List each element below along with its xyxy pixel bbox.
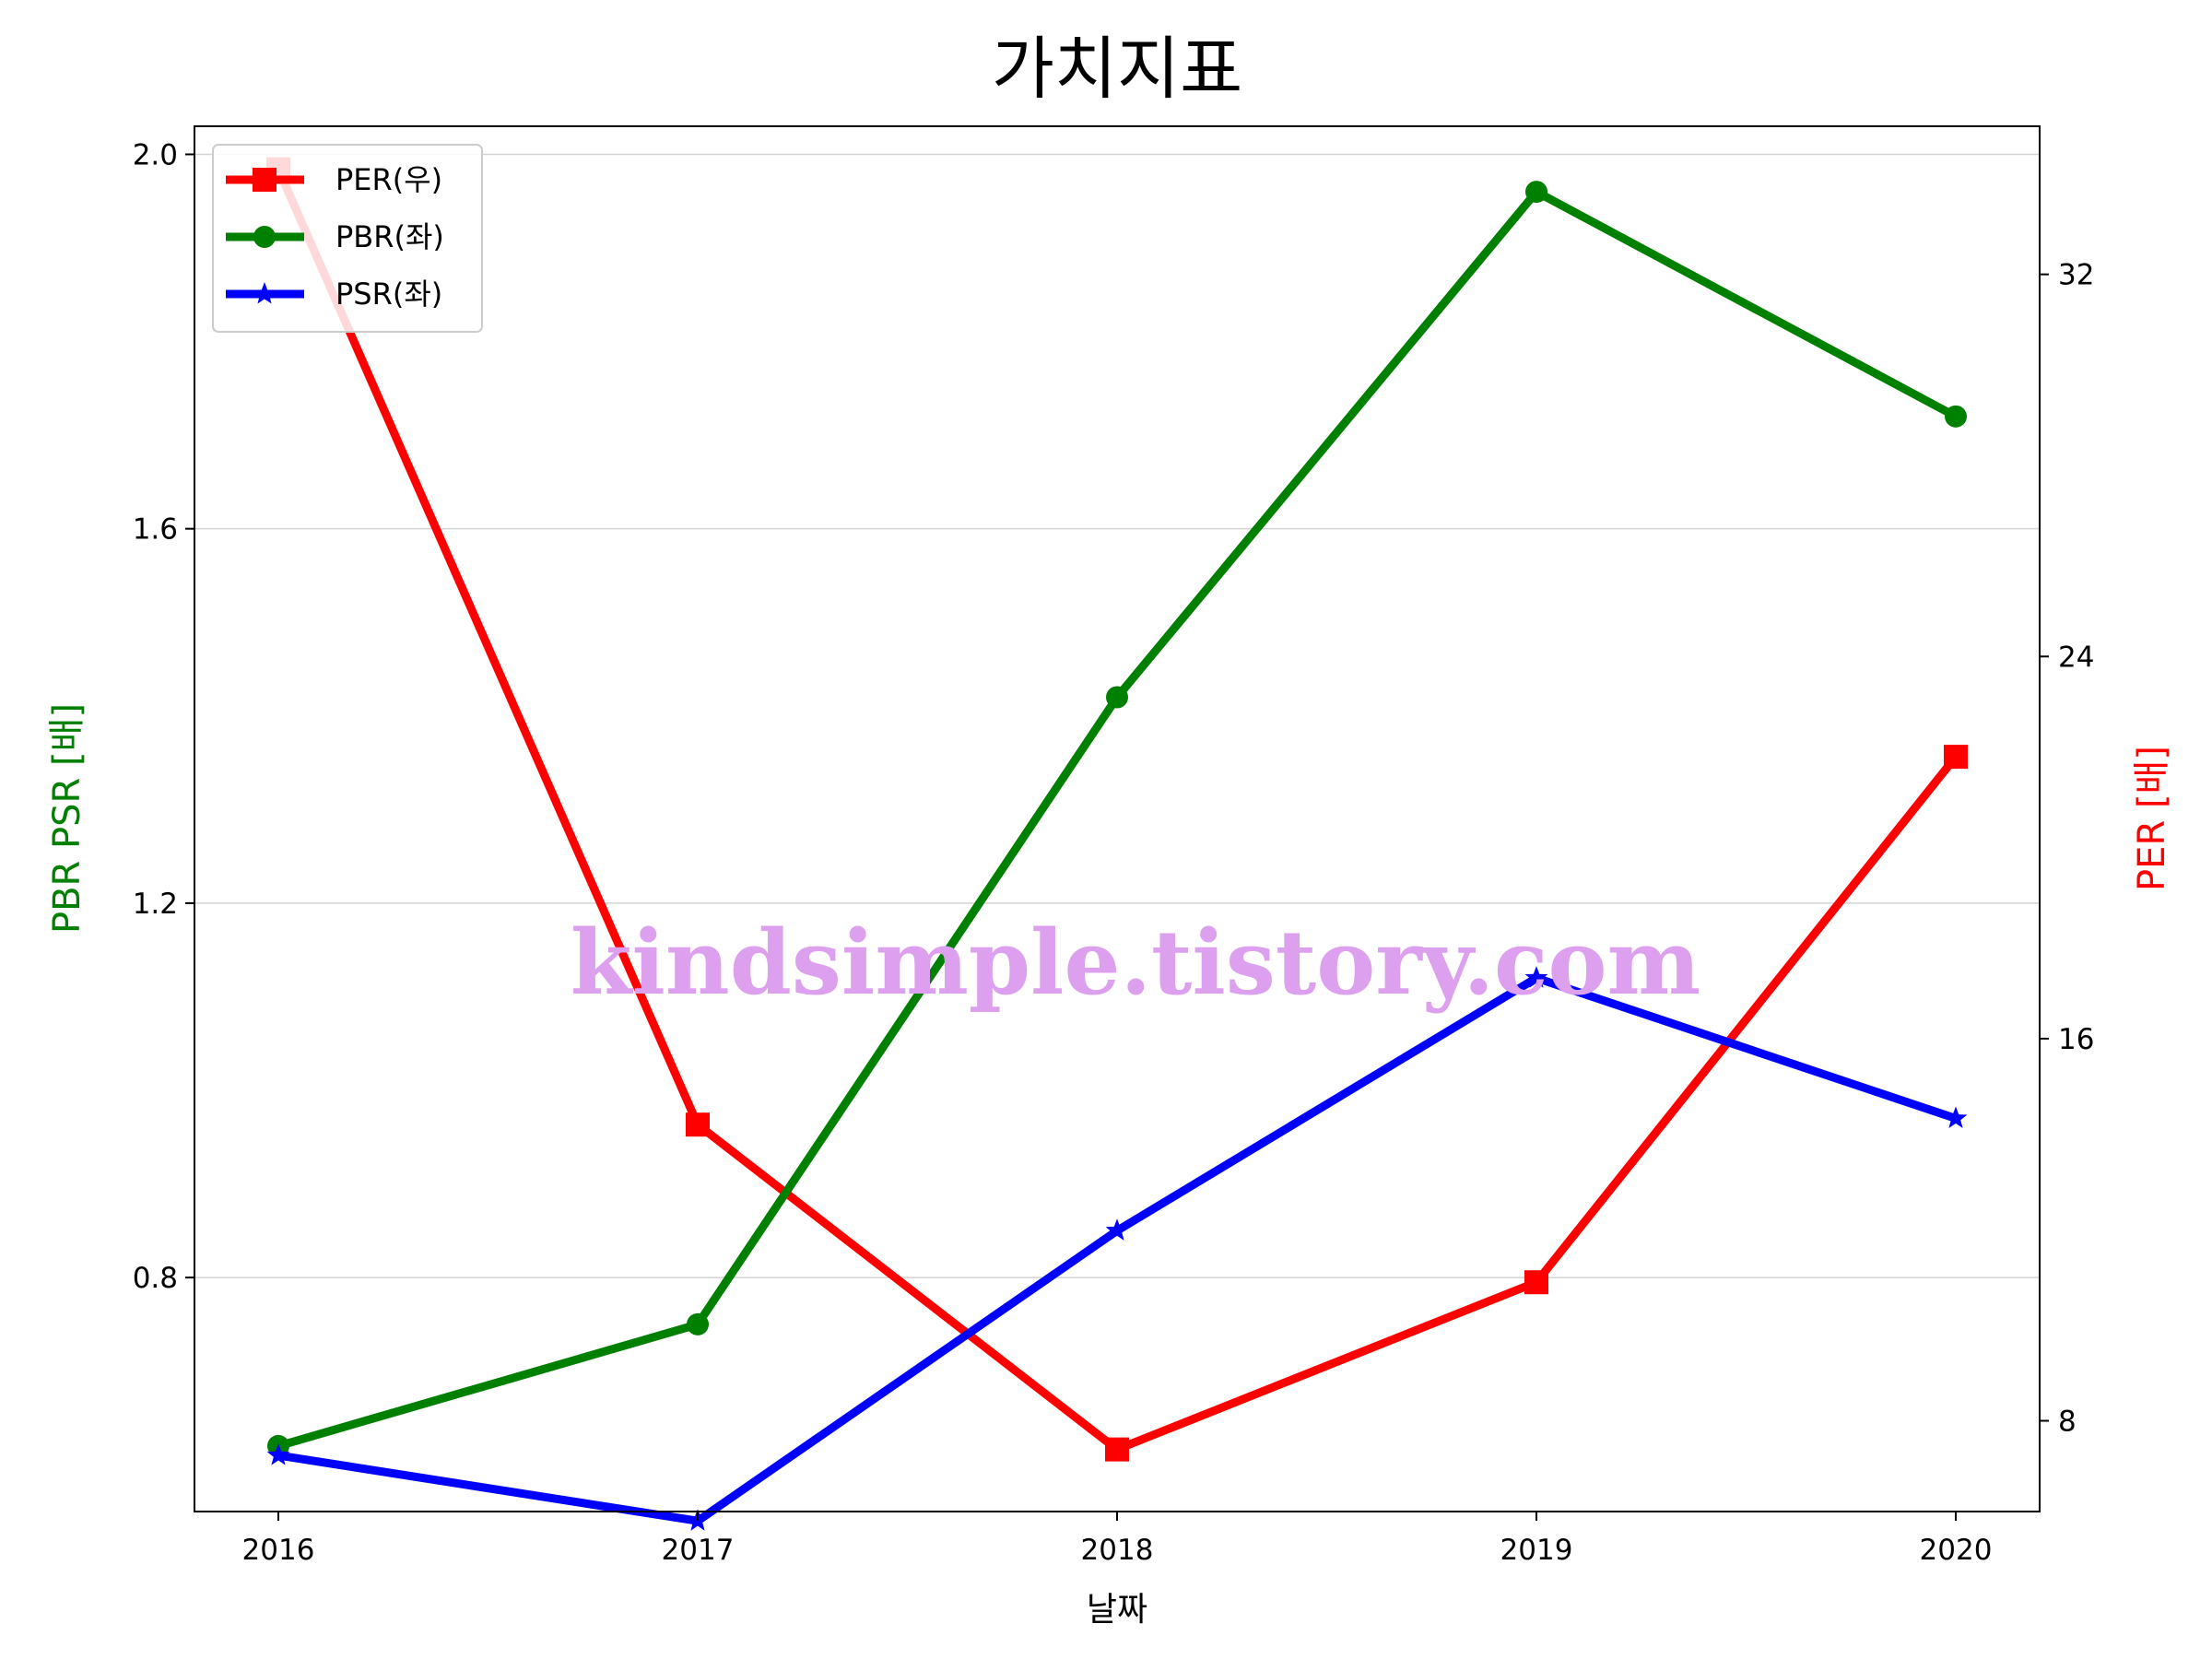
y-left-tick-label: 1.6: [133, 513, 178, 547]
watermark-text: kindsimple.tistory.com: [571, 911, 1700, 1015]
grid-lines: [194, 153, 2040, 1278]
y-right-tick-label: 32: [2058, 259, 2094, 292]
data-point-circle: [253, 226, 276, 248]
legend-item: PER(우): [226, 162, 442, 197]
data-point-circle: [1945, 405, 1967, 428]
legend-item: PBR(좌): [226, 219, 444, 254]
y-left-tick-label: 0.8: [133, 1262, 178, 1295]
legend-box: [212, 144, 483, 333]
legend-label: PBR(좌): [335, 219, 444, 254]
x-tick-label: 2020: [1920, 1534, 1993, 1567]
series-PBR(좌): [267, 181, 1967, 1457]
data-point-circle: [1525, 181, 1547, 204]
data-point-square: [1944, 745, 1968, 770]
data-point-circle: [1106, 686, 1128, 709]
y-right-tick-label: 16: [2058, 1023, 2094, 1056]
data-point-star: [1105, 1218, 1129, 1241]
data-point-square: [1105, 1437, 1129, 1462]
legend-item: PSR(좌): [226, 276, 442, 312]
y-axis-right-label: PER [배]: [2131, 746, 2173, 891]
data-point-star: [253, 282, 276, 304]
data-point-star: [1524, 966, 1548, 988]
series-PER(우): [266, 157, 1968, 1462]
data-point-star: [1944, 1106, 1968, 1128]
y-right-tick-label: 8: [2058, 1406, 2077, 1439]
series-lines: [266, 157, 1968, 1531]
y-left-tick-label: 2.0: [133, 138, 178, 171]
x-tick-label: 2019: [1500, 1534, 1573, 1567]
y-left-tick-label: 1.2: [133, 888, 178, 921]
chart-title: 가치지표: [992, 29, 1242, 109]
x-tick-label: 2017: [662, 1534, 735, 1567]
data-point-circle: [687, 1312, 709, 1335]
legend-label: PSR(좌): [335, 276, 442, 312]
axes: 0.8 1.2 1.6 2.0 8 16 24 32 2016 2017 2018 2019 2020: [133, 138, 2095, 1567]
x-tick-label: 2018: [1081, 1534, 1154, 1567]
data-point-square: [253, 168, 276, 192]
data-point-star: [266, 1443, 290, 1465]
x-tick-label: 2016: [242, 1534, 315, 1567]
data-point-square: [1524, 1270, 1548, 1295]
y-axis-left-label: PBR PSR [배]: [46, 703, 88, 934]
data-point-square: [686, 1112, 710, 1137]
y-right-tick-label: 24: [2058, 641, 2094, 674]
legend-label: PER(우): [335, 162, 442, 197]
x-axis-label: 날짜: [1087, 1591, 1147, 1629]
legend: PER(우) PBR(좌) PSR(좌): [212, 144, 483, 333]
